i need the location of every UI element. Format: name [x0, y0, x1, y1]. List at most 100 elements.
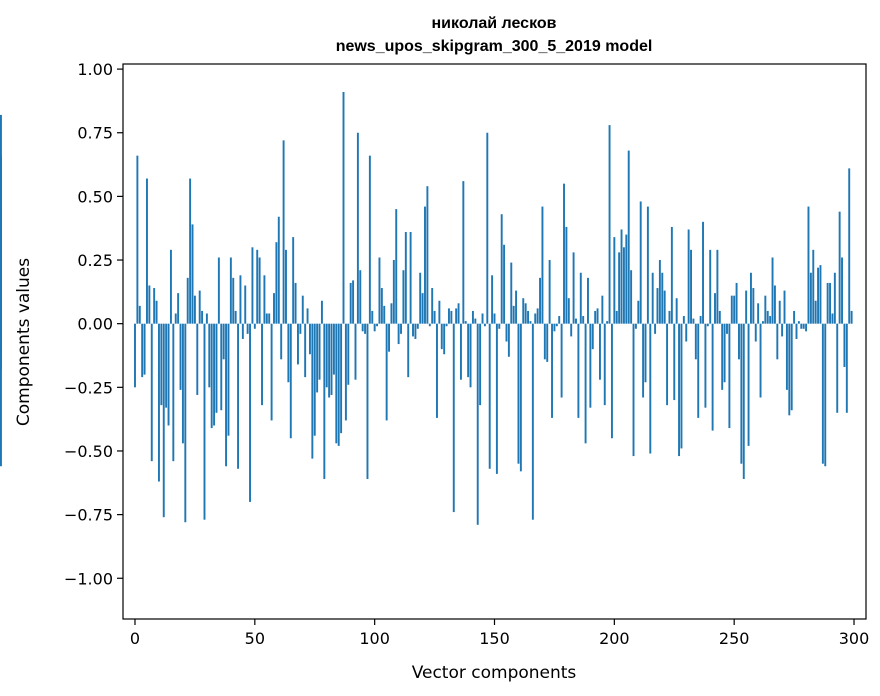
chart-title: николай лесков: [432, 15, 557, 32]
bar-297: [845, 323, 848, 413]
bar-123: [428, 323, 431, 327]
bar-271: [783, 290, 786, 324]
bar-280: [805, 323, 808, 332]
bar-273: [788, 323, 791, 416]
bar-282: [809, 272, 812, 324]
bar-12: [162, 323, 165, 518]
bar-100: [373, 323, 376, 332]
bar-26: [196, 323, 199, 395]
bar-236: [699, 316, 702, 324]
bar-69: [299, 323, 302, 334]
bar-3: [141, 323, 144, 378]
bar-284: [814, 300, 817, 324]
bar-208: [632, 323, 635, 457]
bar-9: [155, 300, 158, 324]
bar-180: [565, 226, 568, 324]
bar-244: [718, 310, 721, 324]
bar-203: [620, 229, 623, 324]
bar-31: [208, 323, 211, 388]
y-tick-label: 0.25: [77, 251, 113, 270]
bar-79: [323, 323, 326, 479]
bar-24: [191, 224, 194, 324]
bar-120: [421, 293, 424, 324]
bar-129: [443, 323, 446, 355]
bar-245: [721, 323, 724, 390]
bar-127: [438, 300, 441, 324]
bar-103: [380, 288, 383, 324]
bar-202: [618, 252, 621, 324]
bar-107: [390, 303, 393, 324]
bar-251: [735, 282, 738, 324]
bar-252: [738, 323, 740, 360]
bar-234: [694, 323, 697, 360]
bar-14: [167, 323, 170, 426]
bar-34: [215, 323, 218, 413]
y-tick-label: −0.50: [64, 442, 113, 461]
bar-43: [237, 323, 240, 469]
bar-231: [687, 229, 690, 324]
bar-94: [359, 270, 362, 324]
bar-215: [649, 323, 652, 454]
bar-54: [263, 275, 266, 324]
x-axis-ticks: 0 50 100 150 200 250 300: [130, 619, 869, 648]
bar-72: [306, 308, 309, 324]
bar-133: [452, 323, 455, 513]
bar-269: [778, 300, 781, 324]
bar-37: [222, 323, 225, 360]
bar-152: [498, 323, 501, 329]
bar-241: [711, 323, 714, 431]
bar-148: [488, 323, 491, 469]
bar-153: [500, 214, 503, 324]
bar-192: [594, 310, 597, 324]
bar-198: [608, 125, 611, 324]
bar-141: [471, 310, 474, 324]
bar-157: [510, 262, 513, 324]
bar-98: [368, 155, 371, 324]
bar-53: [261, 323, 263, 406]
bar-0: [134, 323, 136, 388]
bar-286: [819, 265, 822, 324]
bar-274: [790, 323, 793, 411]
bar-250: [733, 295, 736, 324]
x-tick-label: 150: [479, 629, 510, 648]
bar-229: [682, 316, 685, 324]
bar-101: [376, 323, 379, 327]
bar-199: [610, 323, 613, 439]
bar-74: [311, 323, 314, 459]
bar-150: [493, 313, 496, 324]
bar-181: [567, 298, 570, 324]
bar-275: [793, 310, 796, 324]
bar-255: [745, 290, 748, 324]
bar-18: [177, 293, 180, 324]
bar-239: [706, 323, 709, 327]
plot-frame: [122, 63, 867, 620]
bar-233: [692, 318, 695, 324]
bar-undefined: [0, 323, 2, 352]
bar-293: [836, 323, 839, 413]
bar-219: [658, 260, 661, 324]
bar-28: [201, 310, 204, 324]
bar-124: [431, 288, 434, 324]
bar-52: [258, 257, 261, 324]
bar-232: [690, 249, 692, 324]
bar-58: [273, 293, 275, 324]
bar-undefined: [0, 158, 2, 324]
bar-218: [656, 288, 659, 324]
bar-19: [179, 323, 182, 390]
bar-268: [776, 323, 779, 360]
bar-217: [654, 323, 657, 334]
y-tick-label: −1.00: [64, 569, 113, 588]
bar-104: [383, 305, 386, 324]
bar-8: [153, 288, 156, 324]
bar-116: [412, 323, 414, 337]
bar-1: [136, 155, 139, 324]
bar-223: [668, 310, 671, 324]
bar-263: [764, 295, 767, 324]
bar-270: [781, 323, 784, 337]
bar-39: [227, 323, 230, 436]
x-tick-label: 200: [599, 629, 630, 648]
bar-184: [575, 318, 577, 324]
bar-279: [802, 323, 805, 329]
bar-66: [292, 237, 295, 324]
bar-295: [841, 257, 843, 324]
